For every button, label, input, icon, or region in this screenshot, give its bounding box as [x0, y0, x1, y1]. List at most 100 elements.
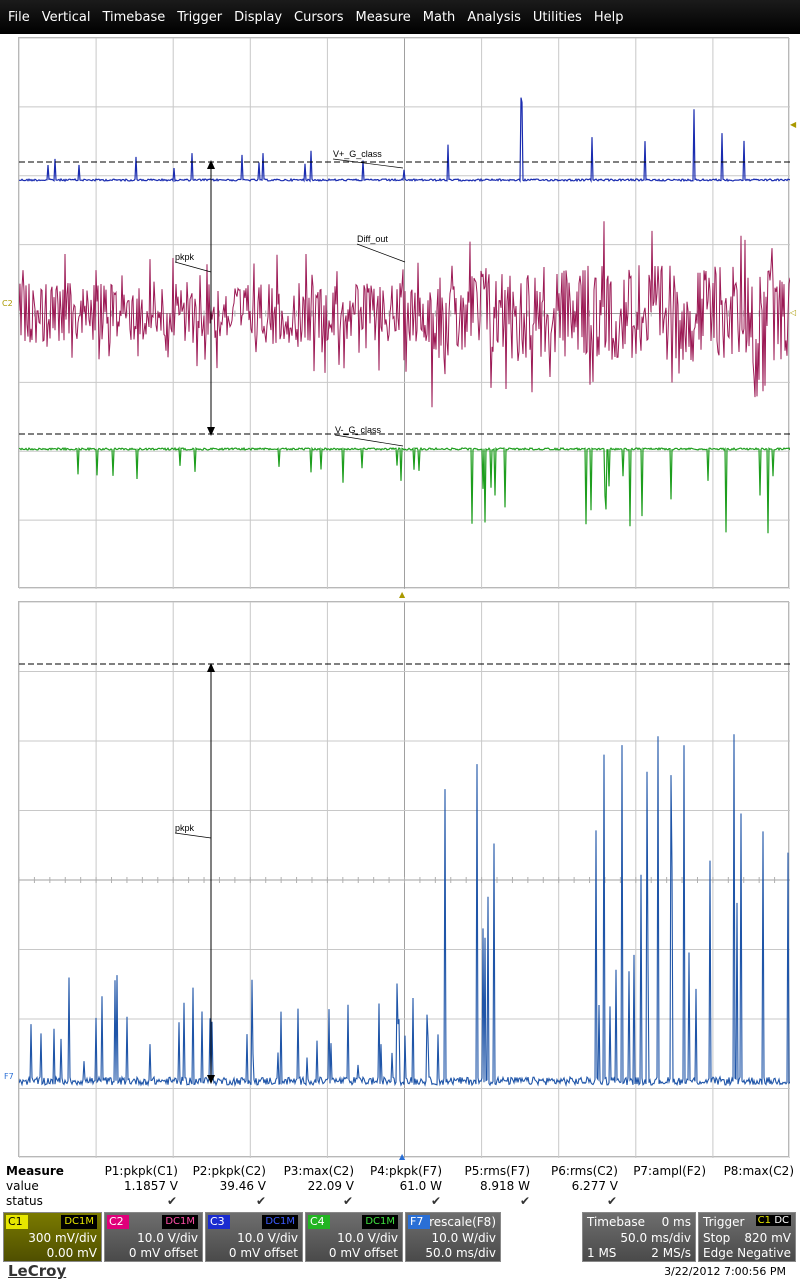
menu-cursors[interactable]: Cursors — [294, 9, 344, 25]
coupling-c2: DC1M — [162, 1215, 198, 1229]
channel-label-c2: C2 — [107, 1215, 129, 1229]
offset-c2: 0 mV offset — [128, 1246, 198, 1260]
label-vminus: V-_G_class — [335, 425, 382, 435]
offset-c3: 0 mV offset — [228, 1246, 298, 1260]
trigger-time-marker: ▲ — [399, 590, 406, 599]
param-name-8[interactable]: P8:max(C2) — [723, 1164, 794, 1178]
leader-pkpk-upper — [174, 261, 212, 273]
check-icon: ✔ — [607, 1194, 618, 1208]
channel-descriptors: C1 DC1M 300 mV/div 0.00 mV C2 DC1M 10.0 … — [0, 1212, 800, 1262]
timebase-label: Timebase — [587, 1215, 645, 1229]
measure-title: Measure — [6, 1164, 64, 1178]
param-value-2: 39.46 V — [219, 1179, 266, 1193]
label-pkpk-upper: pkpk — [175, 252, 195, 262]
measure-status-row: status ✔ ✔ ✔ ✔ ✔ ✔ — [0, 1194, 800, 1210]
measure-table: Measure P1:pkpk(C1) P2:pkpk(C2) P3:max(C… — [0, 1160, 800, 1212]
channel-box-c3[interactable]: C3 DC1M 10.0 V/div 0 mV offset — [205, 1212, 303, 1262]
c2-trace — [19, 221, 790, 408]
leader-vplus — [332, 158, 404, 169]
status-row-label: status — [6, 1194, 43, 1208]
timestamp: 3/22/2012 7:00:56 PM — [664, 1265, 786, 1278]
offset-c4: 0 mV offset — [328, 1246, 398, 1260]
channel-label-f7: F7 — [408, 1215, 430, 1229]
check-icon: ✔ — [256, 1194, 267, 1208]
scale-c2: 10.0 V/div — [137, 1231, 198, 1245]
scale-c4: 10.0 V/div — [337, 1231, 398, 1245]
scale-c1: 300 mV/div — [28, 1231, 97, 1245]
menu-vertical[interactable]: Vertical — [41, 9, 91, 25]
grid-lines — [19, 602, 790, 1158]
timebase-samples: 1 MS — [587, 1246, 617, 1260]
timebase-per-div: 50.0 ms/div — [620, 1231, 691, 1245]
f7-ground-marker: F7 — [4, 1072, 14, 1081]
channel-box-f7[interactable]: F7 rescale(F8) 10.0 W/div 50.0 ms/div — [405, 1212, 501, 1262]
param-name-6[interactable]: P6:rms(C2) — [551, 1164, 618, 1178]
coupling-c3: DC1M — [262, 1215, 298, 1229]
right-ground-marker: ◁ — [790, 308, 797, 317]
footer: LeCroy 3/22/2012 7:00:56 PM — [0, 1262, 800, 1280]
menu-utilities[interactable]: Utilities — [532, 9, 582, 25]
menu-analysis[interactable]: Analysis — [467, 9, 521, 25]
param-name-3[interactable]: P3:max(C2) — [283, 1164, 354, 1178]
trigger-label: Trigger — [703, 1215, 745, 1229]
trigger-source: C1 — [755, 1215, 773, 1226]
menu-display[interactable]: Display — [234, 9, 283, 25]
channel-box-c1[interactable]: C1 DC1M 300 mV/div 0.00 mV — [3, 1212, 102, 1262]
trigger-level-marker: ◀ — [790, 120, 797, 129]
coupling-c4: DC1M — [362, 1215, 398, 1229]
upper-grid-canvas: V+_G_class pkpk Diff_out V-_G_class — [19, 38, 790, 589]
arrow-head-down-lower — [207, 1075, 215, 1084]
param-value-1: 1.1857 V — [123, 1179, 178, 1193]
menu-help[interactable]: Help — [593, 9, 624, 25]
param-name-2[interactable]: P2:pkpk(C2) — [192, 1164, 266, 1178]
check-icon: ✔ — [520, 1194, 531, 1208]
scale-c3: 10.0 V/div — [237, 1231, 298, 1245]
menu-file[interactable]: File — [8, 9, 30, 25]
upper-waveform-grid[interactable]: V+_G_class pkpk Diff_out V-_G_class — [18, 37, 790, 589]
c2-ground-marker: C2 — [2, 299, 13, 308]
coupling-c1: DC1M — [61, 1215, 97, 1229]
param-name-4[interactable]: P4:pkpk(F7) — [370, 1164, 442, 1178]
offset-f7: 50.0 ms/div — [425, 1246, 496, 1260]
leader-vminus — [334, 434, 404, 447]
menu-trigger[interactable]: Trigger — [177, 9, 223, 25]
trigger-box[interactable]: Trigger C1 DC Stop 820 mV Edge Negative — [698, 1212, 796, 1262]
arrow-head-up — [207, 160, 215, 169]
math-function-f7: rescale(F8) — [429, 1215, 496, 1229]
measure-header-row: Measure P1:pkpk(C1) P2:pkpk(C2) P3:max(C… — [0, 1164, 800, 1180]
check-icon: ✔ — [343, 1194, 354, 1208]
trigger-mode: Stop — [703, 1231, 731, 1245]
leader-diffout — [356, 243, 406, 263]
param-value-3: 22.09 V — [307, 1179, 354, 1193]
arrow-head-up-lower — [207, 663, 215, 672]
param-name-5[interactable]: P5:rms(F7) — [464, 1164, 530, 1178]
trigger-coupling: DC — [772, 1215, 791, 1226]
channel-label-c4: C4 — [308, 1215, 330, 1229]
channel-box-c4[interactable]: C4 DC1M 10.0 V/div 0 mV offset — [305, 1212, 403, 1262]
menu-timebase[interactable]: Timebase — [102, 9, 166, 25]
menu-math[interactable]: Math — [422, 9, 456, 25]
timebase-delay: 0 ms — [661, 1215, 691, 1229]
lower-waveform-grid[interactable]: pkpk — [18, 601, 790, 1158]
c4-trace — [19, 446, 790, 534]
menu-bar: File Vertical Timebase Trigger Display C… — [0, 0, 800, 34]
param-name-7[interactable]: P7:ampl(F2) — [633, 1164, 706, 1178]
c3-trace — [19, 97, 790, 184]
param-value-6: 6.277 V — [571, 1179, 618, 1193]
trigger-type: Edge — [703, 1246, 734, 1260]
lower-trigger-time-marker: ▲ — [399, 1152, 406, 1161]
timebase-box[interactable]: Timebase 0 ms 50.0 ms/div 1 MS 2 MS/s — [582, 1212, 696, 1262]
arrow-head-down — [207, 427, 215, 436]
lecroy-logo: LeCroy — [8, 1262, 67, 1280]
offset-c1: 0.00 mV — [46, 1246, 97, 1260]
label-diffout: Diff_out — [357, 234, 388, 244]
channel-box-c2[interactable]: C2 DC1M 10.0 V/div 0 mV offset — [104, 1212, 203, 1262]
scale-f7: 10.0 W/div — [431, 1231, 497, 1245]
param-value-5: 8.918 W — [479, 1179, 530, 1193]
channel-label-c1: C1 — [6, 1215, 28, 1229]
label-pkpk-lower: pkpk — [175, 823, 195, 833]
trigger-slope: Negative — [737, 1246, 791, 1260]
param-name-1[interactable]: P1:pkpk(C1) — [104, 1164, 178, 1178]
menu-measure[interactable]: Measure — [355, 9, 411, 25]
